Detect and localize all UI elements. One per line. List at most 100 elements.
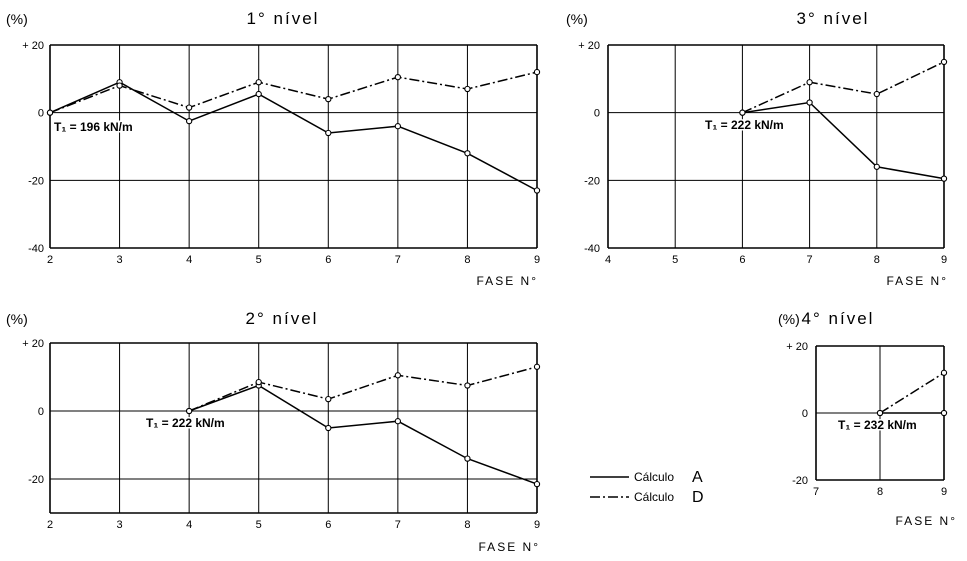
data-point xyxy=(940,369,948,376)
chart-title: 2° nível xyxy=(246,309,319,328)
data-point xyxy=(533,363,541,370)
x-tick-label: 4 xyxy=(186,254,192,266)
x-tick-label: 5 xyxy=(672,254,678,266)
x-tick-label: 8 xyxy=(464,254,470,266)
legend: Cálculo A Cálculo D xyxy=(590,469,704,506)
data-point xyxy=(325,424,332,432)
data-point xyxy=(464,382,471,389)
x-axis-label: FASE N° xyxy=(887,274,948,288)
data-point xyxy=(185,104,193,111)
data-point xyxy=(325,95,332,103)
y-tick-label: 0 xyxy=(802,408,808,420)
legend-key: A xyxy=(692,469,703,486)
series-line-calculo-a xyxy=(188,384,538,485)
x-tick-label: 9 xyxy=(534,254,540,266)
data-point xyxy=(464,455,471,462)
y-tick-label: + 20 xyxy=(786,341,808,353)
y-tick-label: -40 xyxy=(584,243,600,255)
x-tick-label: 6 xyxy=(325,254,331,266)
x-tick-label: 8 xyxy=(874,254,880,266)
data-point xyxy=(325,129,332,137)
x-tick-label: 8 xyxy=(464,519,470,531)
x-tick-label: 4 xyxy=(186,519,192,531)
data-point xyxy=(46,109,54,116)
chart-panel-1: + 20 0 -20 -402 3 4 5 6 7 8 9 1° nível (%) FASE N° T₁ … xyxy=(6,9,541,288)
data-point xyxy=(464,85,471,93)
y-tick-label: -20 xyxy=(28,175,44,187)
y-tick-label: -20 xyxy=(28,474,44,486)
data-point xyxy=(185,117,193,125)
data-point xyxy=(325,395,332,403)
data-point xyxy=(185,407,193,415)
chart-title: 3° nível xyxy=(797,9,870,28)
y-axis-unit: (%) xyxy=(778,311,800,327)
x-tick-label: 9 xyxy=(941,486,947,498)
x-tick-label: 9 xyxy=(941,254,947,266)
data-point xyxy=(394,418,402,425)
data-point xyxy=(739,109,746,116)
y-axis-unit: (%) xyxy=(566,11,588,27)
x-tick-label: 8 xyxy=(877,486,883,498)
data-point xyxy=(533,68,541,76)
x-tick-label: 2 xyxy=(47,254,53,266)
x-tick-label: 3 xyxy=(117,254,123,266)
x-tick-label: 9 xyxy=(534,519,540,531)
chart-title: 1° nível xyxy=(247,9,320,28)
data-point xyxy=(116,82,123,89)
chart-panel-4: + 20 0 -20 7 8 9 4° nível(%) FASE N° T₁ = 232 kN… xyxy=(778,309,957,528)
series-line-calculo-a xyxy=(49,81,538,192)
x-tick-label: 7 xyxy=(395,519,401,531)
x-tick-label: 2 xyxy=(47,519,53,531)
data-point xyxy=(394,73,402,81)
data-point xyxy=(876,409,884,417)
chart-title: 4° nível xyxy=(802,309,875,328)
y-tick-label: -20 xyxy=(792,475,808,487)
series-line-calculo-d xyxy=(49,71,538,114)
x-axis-label: FASE N° xyxy=(896,514,957,528)
x-tick-label: 7 xyxy=(807,254,813,266)
y-axis-unit: (%) xyxy=(6,11,28,27)
chart-panel-2: + 20 0 -20 -40 4 5 6 7 8 9 3° nível (%) FASE N° T₁ = … xyxy=(566,9,948,288)
x-axis-label: FASE N° xyxy=(477,274,538,288)
chart-panel-3: + 20 0 -20 2 3 4 5 6 7 8 9 2° nível (%) FASE N° T₁ = 2… xyxy=(6,309,541,554)
series-line-calculo-d xyxy=(742,61,945,114)
data-point xyxy=(394,123,402,130)
y-tick-label: 0 xyxy=(594,108,600,120)
data-point xyxy=(873,163,880,170)
data-point xyxy=(940,409,948,417)
x-tick-label: 4 xyxy=(605,254,611,266)
tension-annotation: T₁ = 222 kN/m xyxy=(705,118,784,132)
data-point xyxy=(394,372,402,379)
x-tick-label: 6 xyxy=(325,519,331,531)
y-tick-label: + 20 xyxy=(22,40,44,52)
tension-annotation: T₁ = 222 kN/m xyxy=(146,416,225,430)
y-tick-label: 0 xyxy=(38,406,44,418)
tension-annotation: T₁ = 232 kN/m xyxy=(838,418,917,432)
data-point xyxy=(873,90,880,98)
x-tick-label: 6 xyxy=(739,254,745,266)
data-point xyxy=(255,90,262,98)
legend-key: D xyxy=(692,489,704,506)
series-line-calculo-d xyxy=(188,366,538,412)
data-point xyxy=(940,175,948,182)
x-tick-label: 5 xyxy=(256,254,262,266)
x-tick-label: 5 xyxy=(256,519,262,531)
y-tick-label: + 20 xyxy=(22,338,44,350)
y-tick-label: -20 xyxy=(584,175,600,187)
data-point xyxy=(533,480,541,488)
y-tick-label: -40 xyxy=(28,243,44,255)
data-point xyxy=(464,150,471,157)
legend-label: Cálculo xyxy=(634,490,674,504)
y-tick-label: + 20 xyxy=(578,40,600,52)
data-point xyxy=(255,79,262,86)
series-line-calculo-d xyxy=(879,372,945,414)
x-tick-label: 3 xyxy=(117,519,123,531)
data-point xyxy=(255,378,262,386)
data-point xyxy=(533,187,541,194)
y-tick-label: 0 xyxy=(38,108,44,120)
data-point xyxy=(806,79,813,86)
series-line-calculo-a xyxy=(742,101,945,180)
data-point xyxy=(806,99,813,106)
x-axis-label: FASE N° xyxy=(479,540,540,554)
